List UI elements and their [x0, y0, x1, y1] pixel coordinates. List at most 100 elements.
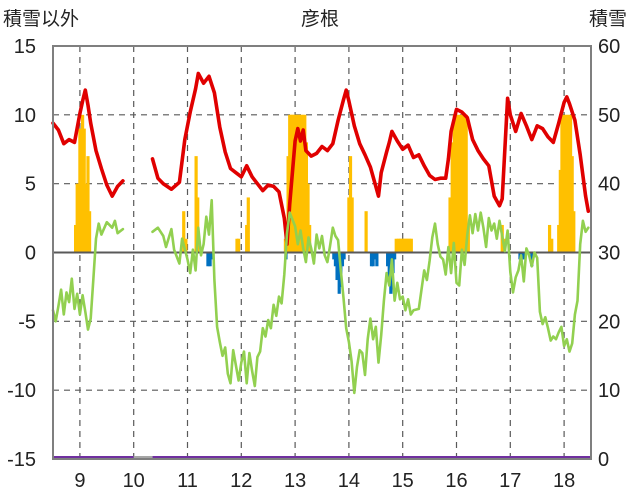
blue-bar: [375, 252, 379, 267]
blue-bar: [333, 252, 338, 267]
orange-bar: [304, 142, 308, 253]
blue-bar: [337, 252, 341, 294]
orange-bar: [454, 114, 459, 253]
orange-bar: [550, 238, 554, 253]
orange-bar: [567, 114, 571, 253]
blue-bar: [373, 252, 377, 260]
right-tick-label: 0: [598, 449, 609, 471]
x-tick-label: 16: [445, 470, 467, 492]
orange-bar: [293, 114, 297, 253]
orange-bar: [83, 183, 87, 253]
bar-layer: [73, 114, 576, 294]
x-tick-label: 14: [338, 470, 360, 492]
right-tick-label: 30: [598, 243, 620, 265]
orange-bar: [400, 238, 404, 253]
orange-bar: [450, 142, 454, 253]
right-tick-label: 50: [598, 105, 620, 127]
right-tick-label: 60: [598, 36, 620, 58]
blue-bar: [340, 252, 345, 267]
x-axis-ticks: 9 10 11 12 13 14 15 16 17 18: [74, 470, 575, 492]
orange-bar: [562, 114, 566, 253]
left-tick-label: 15: [14, 36, 36, 58]
orange-bar: [568, 114, 573, 253]
orange-bar: [564, 114, 568, 253]
orange-bar: [403, 238, 407, 253]
left-axis-ticks: 15 10 5 0 -5 -10 -15: [7, 36, 36, 471]
x-tick-label: 15: [392, 470, 414, 492]
orange-bar: [184, 238, 188, 253]
x-tick-label: 12: [230, 470, 252, 492]
blue-bar: [342, 252, 346, 260]
orange-bar: [464, 114, 468, 253]
orange-bar: [448, 197, 452, 253]
orange-bar: [306, 183, 310, 253]
plot-border: [52, 45, 592, 460]
orange-bar: [79, 142, 83, 253]
orange-bar: [87, 211, 92, 253]
x-tick-label: 18: [553, 470, 575, 492]
orange-bar: [560, 114, 564, 253]
orange-bar: [558, 169, 562, 253]
x-tick-label: 17: [499, 470, 521, 492]
orange-bar: [245, 224, 249, 253]
orange-bar: [394, 238, 398, 253]
blue-bar: [386, 252, 390, 267]
x-tick-label: 10: [123, 470, 145, 492]
orange-bar: [348, 156, 353, 253]
orange-bar: [406, 238, 410, 253]
left-tick-label: -15: [7, 449, 36, 471]
blue-bar: [393, 252, 397, 260]
orange-bar: [547, 224, 552, 253]
orange-bar: [80, 114, 85, 253]
orange-bar: [457, 114, 461, 253]
orange-bar: [73, 224, 78, 253]
orange-bar: [295, 114, 299, 253]
orange-bar: [466, 224, 470, 253]
orange-bar: [301, 114, 305, 253]
orange-bar: [246, 197, 250, 253]
left-tick-label: 5: [25, 174, 36, 196]
orange-bar: [303, 114, 307, 253]
orange-bar: [570, 156, 574, 253]
orange-bar: [401, 238, 405, 253]
x-tick-label: 11: [177, 470, 198, 492]
orange-bar: [299, 114, 304, 253]
right-tick-label: 40: [598, 174, 620, 196]
blue-bar: [210, 252, 214, 260]
left-tick-label: -10: [7, 380, 36, 402]
left-axis-label: 積雪以外: [3, 8, 79, 30]
orange-bar: [86, 156, 90, 253]
red-series-line: [51, 71, 591, 246]
left-tick-label: 0: [25, 243, 36, 265]
orange-bar: [409, 238, 413, 253]
orange-bar: [237, 238, 241, 253]
orange-bar: [452, 114, 456, 253]
green-series-line: [51, 198, 590, 395]
orange-bar: [460, 114, 464, 253]
blue-bar: [208, 252, 212, 267]
orange-bar: [298, 114, 302, 253]
right-tick-label: 10: [598, 380, 620, 402]
orange-bar: [347, 197, 351, 253]
orange-bar: [75, 183, 79, 253]
right-axis-ticks: 60 50 40 30 20 10 0: [598, 36, 620, 471]
orange-bar: [572, 211, 576, 253]
orange-bar: [235, 238, 239, 253]
orange-bar: [196, 197, 200, 253]
orange-bar: [396, 238, 400, 253]
left-tick-label: -5: [18, 311, 36, 333]
x-tick-label: 9: [74, 470, 85, 492]
right-tick-label: 20: [598, 311, 620, 333]
orange-bar: [404, 238, 409, 253]
left-tick-label: 10: [14, 105, 36, 127]
orange-bar: [458, 114, 462, 253]
blue-bar: [335, 252, 339, 281]
blue-bar: [522, 252, 526, 260]
blue-bar: [369, 252, 374, 267]
orange-bar: [350, 197, 354, 253]
orange-bar: [565, 114, 569, 253]
orange-bar: [557, 224, 561, 253]
blue-bar: [371, 252, 375, 267]
